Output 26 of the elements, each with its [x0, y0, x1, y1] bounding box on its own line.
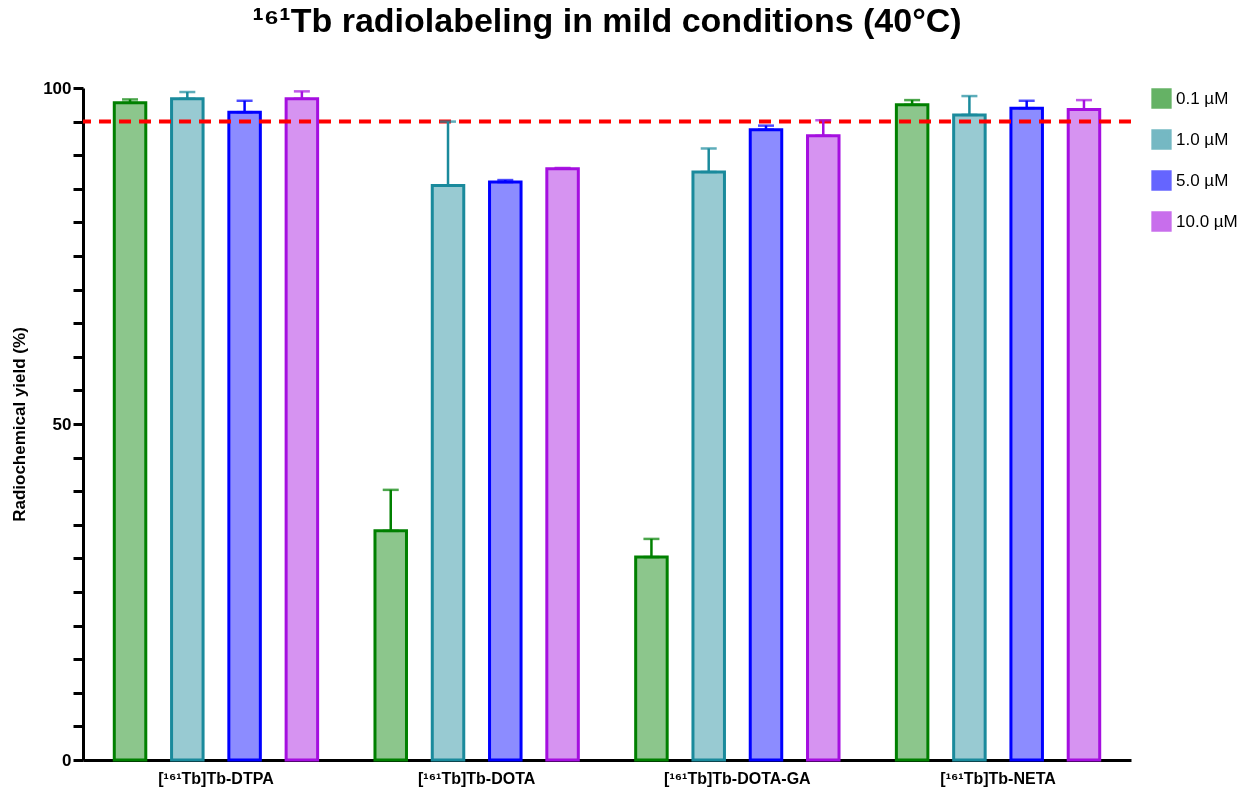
- bar: [227, 110, 262, 762]
- x-tick-label: [¹⁶¹Tb]Tb-DTPA: [158, 769, 275, 787]
- bar: [170, 97, 205, 762]
- y-tick-label: 50: [52, 414, 72, 434]
- bar: [806, 134, 841, 762]
- legend-label: 1.0 µM: [1176, 129, 1229, 149]
- bar: [430, 183, 466, 762]
- bar: [545, 167, 580, 762]
- bar: [691, 170, 726, 762]
- bar: [1009, 106, 1044, 762]
- y-tick-label: 0: [62, 750, 72, 770]
- bar: [488, 180, 523, 762]
- bar: [1066, 108, 1102, 762]
- legend-label: 10.0 µM: [1176, 211, 1238, 231]
- bar: [284, 97, 320, 762]
- bar: [373, 529, 408, 762]
- x-tick-label: [¹⁶¹Tb]Tb-DOTA: [418, 769, 536, 787]
- bar: [952, 113, 987, 762]
- legend-label: 0.1 µM: [1176, 88, 1229, 108]
- y-axis-title: Radiochemical yield (%): [10, 327, 30, 522]
- y-tick-label: 100: [43, 78, 72, 98]
- legend-label: 5.0 µM: [1176, 170, 1229, 190]
- x-tick-label: [¹⁶¹Tb]Tb-NETA: [940, 769, 1057, 787]
- chart-title: ¹⁶¹Tb radiolabeling in mild conditions (40°C): [252, 1, 962, 39]
- x-tick-label: [¹⁶¹Tb]Tb-DOTA-GA: [664, 769, 812, 787]
- bar: [634, 555, 669, 762]
